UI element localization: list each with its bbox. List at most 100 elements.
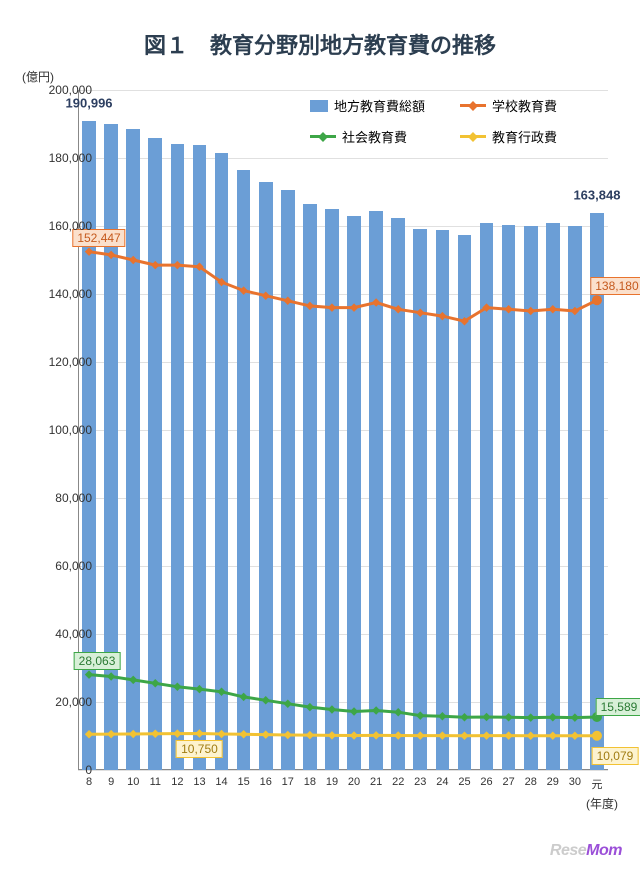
watermark-prefix: Rese [550,842,586,859]
line-overlay [78,90,608,770]
series-marker [239,730,247,738]
x-tick-label: 26 [477,776,497,788]
series-line [89,675,597,718]
legend-label: 学校教育費 [492,96,557,115]
series-marker [107,672,115,680]
series-marker [284,297,292,305]
y-tick-label: 200,000 [32,83,92,97]
series-marker [526,731,534,739]
x-tick-label: 24 [432,776,452,788]
x-axis-unit: (年度) [586,795,618,812]
y-tick-label: 40,000 [32,627,92,641]
watermark: ReseMom [550,842,622,860]
series-marker [482,713,490,721]
series-marker [306,731,314,739]
series-marker [372,731,380,739]
series-marker [261,730,269,738]
series-marker [129,730,137,738]
legend-row: 地方教育費総額 学校教育費 [310,96,610,115]
series-marker [261,696,269,704]
series-marker [372,706,380,714]
x-tick-label: 22 [388,776,408,788]
series-marker [394,731,402,739]
series-marker [239,286,247,294]
series-marker [173,261,181,269]
chart-title: 図１ 教育分野別地方教育費の推移 [0,0,640,60]
x-tick-label: 21 [366,776,386,788]
series-marker [85,247,93,255]
y-tick-label: 80,000 [32,491,92,505]
series-marker [526,713,534,721]
x-tick-label: 元 [587,776,607,792]
series-marker [416,308,424,316]
series-marker [460,731,468,739]
series-marker [460,713,468,721]
legend-swatch [310,135,336,138]
y-tick-label: 0 [32,763,92,777]
watermark-suffix: Mom [586,842,622,859]
x-tick-label: 13 [189,776,209,788]
legend-swatch [460,104,486,107]
series-line [89,733,597,735]
series-marker [571,713,579,721]
series-marker [504,731,512,739]
series-marker [284,699,292,707]
data-callout: 138,180 [590,277,640,295]
series-marker [151,730,159,738]
series-line [89,252,597,322]
y-tick-label: 120,000 [32,355,92,369]
series-marker [350,707,358,715]
y-tick-label: 160,000 [32,219,92,233]
series-marker [217,688,225,696]
series-marker [438,712,446,720]
series-marker [504,305,512,313]
series-marker [571,731,579,739]
series-marker [107,730,115,738]
x-tick-label: 19 [322,776,342,788]
y-tick-label: 20,000 [32,695,92,709]
series-marker [217,730,225,738]
data-callout: 10,079 [592,747,639,765]
x-tick-label: 9 [101,776,121,788]
data-callout: 28,063 [74,652,121,670]
series-marker [195,685,203,693]
x-tick-label: 18 [300,776,320,788]
x-tick-label: 16 [256,776,276,788]
series-marker [549,713,557,721]
y-tick-label: 180,000 [32,151,92,165]
series-marker [549,305,557,313]
x-tick-label: 10 [123,776,143,788]
series-marker [85,730,93,738]
x-tick-label: 30 [565,776,585,788]
legend-label: 社会教育費 [342,127,407,146]
legend-item: 学校教育費 [460,96,590,115]
x-tick-label: 14 [212,776,232,788]
series-marker [372,298,380,306]
series-marker [173,729,181,737]
x-tick-label: 28 [521,776,541,788]
data-callout: 10,750 [176,740,223,758]
x-tick-label: 17 [278,776,298,788]
series-marker [306,302,314,310]
series-marker [195,729,203,737]
series-marker [328,705,336,713]
x-tick-label: 29 [543,776,563,788]
legend-item: 社会教育費 [310,127,440,146]
x-tick-label: 25 [454,776,474,788]
legend-row: 社会教育費 教育行政費 [310,127,610,146]
series-marker [416,711,424,719]
series-marker [239,693,247,701]
x-tick-label: 11 [145,776,165,788]
x-tick-label: 12 [167,776,187,788]
series-marker [151,679,159,687]
series-marker [482,731,490,739]
legend-swatch [310,100,328,112]
legend-item: 教育行政費 [460,127,590,146]
legend-label: 地方教育費総額 [334,96,425,115]
x-tick-label: 23 [410,776,430,788]
series-marker [173,682,181,690]
series-marker [438,731,446,739]
series-marker [284,731,292,739]
end-marker [592,295,602,305]
legend-label: 教育行政費 [492,127,557,146]
